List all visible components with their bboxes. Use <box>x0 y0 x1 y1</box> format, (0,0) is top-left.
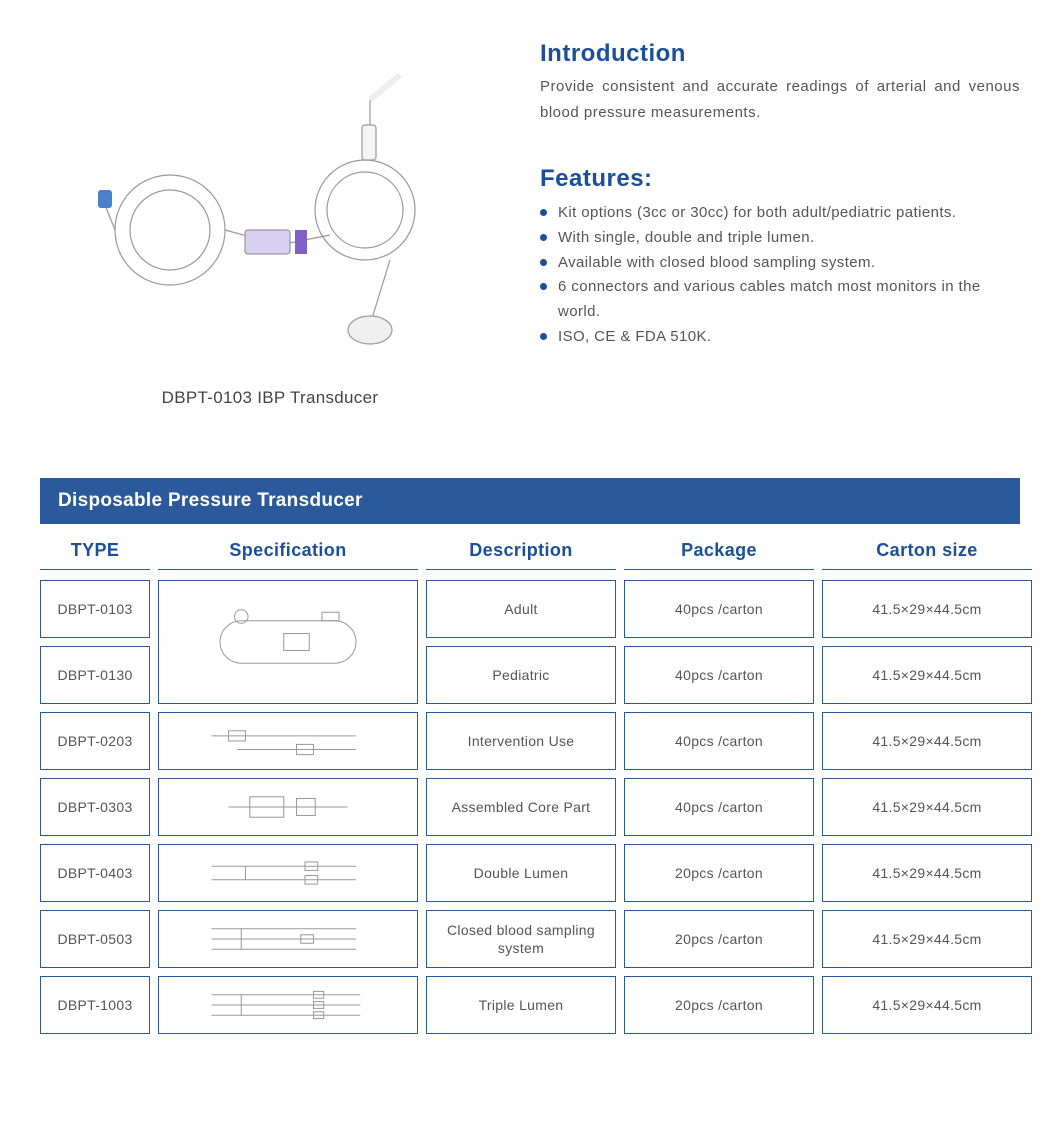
feature-item: 6 connectors and various cables match mo… <box>540 275 1020 325</box>
cell-type: DBPT-0130 <box>40 646 150 704</box>
features-heading: Features: <box>540 165 1020 193</box>
features-list: Kit options (3cc or 30cc) for both adult… <box>540 201 1020 350</box>
cell-carton: 41.5×29×44.5cm <box>822 778 1032 836</box>
product-image <box>70 70 470 370</box>
cell-specification <box>158 976 418 1034</box>
cell-carton: 41.5×29×44.5cm <box>822 976 1032 1034</box>
cell-package: 40pcs /carton <box>624 580 814 638</box>
cell-type: DBPT-0103 <box>40 580 150 638</box>
cell-description: Closed blood sampling system <box>426 910 616 968</box>
cell-carton: 41.5×29×44.5cm <box>822 712 1032 770</box>
cell-description: Assembled Core Part <box>426 778 616 836</box>
intro-body: Provide consistent and accurate readings… <box>540 74 1020 125</box>
cell-specification <box>158 712 418 770</box>
text-column: Introduction Provide consistent and accu… <box>540 30 1020 408</box>
cell-specification <box>158 844 418 902</box>
cell-type: DBPT-0403 <box>40 844 150 902</box>
table-title-bar: Disposable Pressure Transducer <box>40 478 1020 524</box>
cell-package: 40pcs /carton <box>624 712 814 770</box>
table-row: DBPT-0503 Closed blood sampling system 2… <box>40 910 1020 968</box>
cell-type: DBPT-0203 <box>40 712 150 770</box>
cell-package: 20pcs /carton <box>624 844 814 902</box>
cell-specification <box>158 910 418 968</box>
product-caption: DBPT-0103 IBP Transducer <box>162 388 379 408</box>
feature-item: Available with closed blood sampling sys… <box>540 251 1020 276</box>
cell-type: DBPT-1003 <box>40 976 150 1034</box>
cell-carton: 41.5×29×44.5cm <box>822 844 1032 902</box>
cell-package: 20pcs /carton <box>624 976 814 1034</box>
table-merged-group: DBPT-0103 DBPT-0130 Adult Pediatric 40pc… <box>40 580 1020 704</box>
cell-specification <box>158 580 418 704</box>
top-section: DBPT-0103 IBP Transducer Introduction Pr… <box>40 30 1020 408</box>
cell-package: 40pcs /carton <box>624 646 814 704</box>
cell-package: 20pcs /carton <box>624 910 814 968</box>
col-header-carton-size: Carton size <box>822 532 1032 570</box>
cell-specification <box>158 778 418 836</box>
col-header-specification: Specification <box>158 532 418 570</box>
col-header-type: TYPE <box>40 532 150 570</box>
cell-type: DBPT-0303 <box>40 778 150 836</box>
cell-description: Intervention Use <box>426 712 616 770</box>
cell-type: DBPT-0503 <box>40 910 150 968</box>
cell-description: Double Lumen <box>426 844 616 902</box>
cell-description: Adult <box>426 580 616 638</box>
feature-item: Kit options (3cc or 30cc) for both adult… <box>540 201 1020 226</box>
cell-carton: 41.5×29×44.5cm <box>822 910 1032 968</box>
product-image-column: DBPT-0103 IBP Transducer <box>40 30 500 408</box>
table-row: DBPT-0403 Double Lumen 20pcs /carton 41.… <box>40 844 1020 902</box>
cell-carton: 41.5×29×44.5cm <box>822 580 1032 638</box>
cell-carton: 41.5×29×44.5cm <box>822 646 1032 704</box>
feature-item: With single, double and triple lumen. <box>540 226 1020 251</box>
table-row: DBPT-0303 Assembled Core Part 40pcs /car… <box>40 778 1020 836</box>
cell-description: Triple Lumen <box>426 976 616 1034</box>
feature-item: ISO, CE & FDA 510K. <box>540 325 1020 350</box>
cell-description: Pediatric <box>426 646 616 704</box>
intro-heading: Introduction <box>540 40 1020 68</box>
table-header-row: TYPE Specification Description Package C… <box>40 532 1020 570</box>
col-header-package: Package <box>624 532 814 570</box>
table-row: DBPT-0203 Intervention Use 40pcs /carton… <box>40 712 1020 770</box>
table-row: DBPT-1003 Triple Lumen 20pcs /carton 41.… <box>40 976 1020 1034</box>
cell-package: 40pcs /carton <box>624 778 814 836</box>
col-header-description: Description <box>426 532 616 570</box>
